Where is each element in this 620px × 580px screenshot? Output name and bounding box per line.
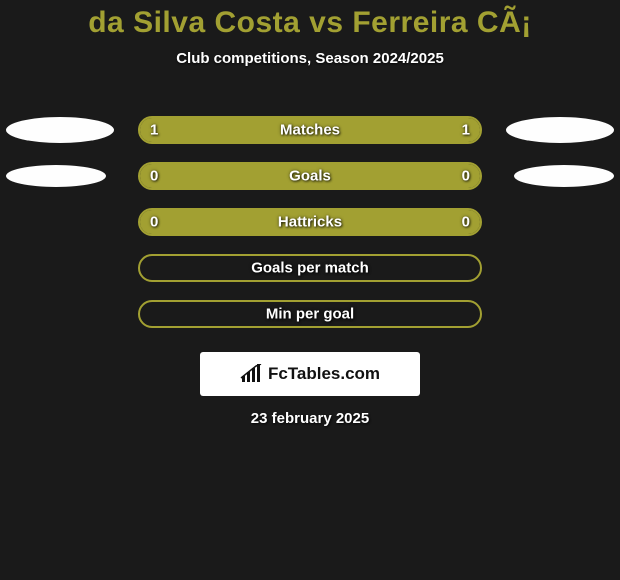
- stat-row: Min per goal: [0, 291, 620, 337]
- stat-row: 00Hattricks: [0, 199, 620, 245]
- page-title: da Silva Costa vs Ferreira CÃ¡: [0, 0, 620, 40]
- stat-label: Min per goal: [140, 306, 480, 323]
- stat-bar: 00Goals: [138, 162, 482, 190]
- stat-row: 11Matches: [0, 107, 620, 153]
- stat-bar: 00Hattricks: [138, 208, 482, 236]
- logo-text: FcTables.com: [268, 364, 380, 384]
- stat-row: Goals per match: [0, 245, 620, 291]
- snapshot-date: 23 february 2025: [0, 410, 620, 427]
- stat-bar: Goals per match: [138, 254, 482, 282]
- bar-chart-icon: [240, 364, 264, 384]
- stat-row: 00Goals: [0, 153, 620, 199]
- player-left-ellipse: [6, 165, 106, 187]
- stats-rows: 11Matches 00Goals 00Hattricks Goals per mat…: [0, 107, 620, 337]
- stat-bar: Min per goal: [138, 300, 482, 328]
- fctables-logo: FcTables.com: [200, 352, 420, 396]
- page-subtitle: Club competitions, Season 2024/2025: [0, 50, 620, 67]
- stat-bar: 11Matches: [138, 116, 482, 144]
- player-right-ellipse: [506, 117, 614, 143]
- player-right-ellipse: [514, 165, 614, 187]
- stat-label: Goals per match: [140, 260, 480, 277]
- player-left-ellipse: [6, 117, 114, 143]
